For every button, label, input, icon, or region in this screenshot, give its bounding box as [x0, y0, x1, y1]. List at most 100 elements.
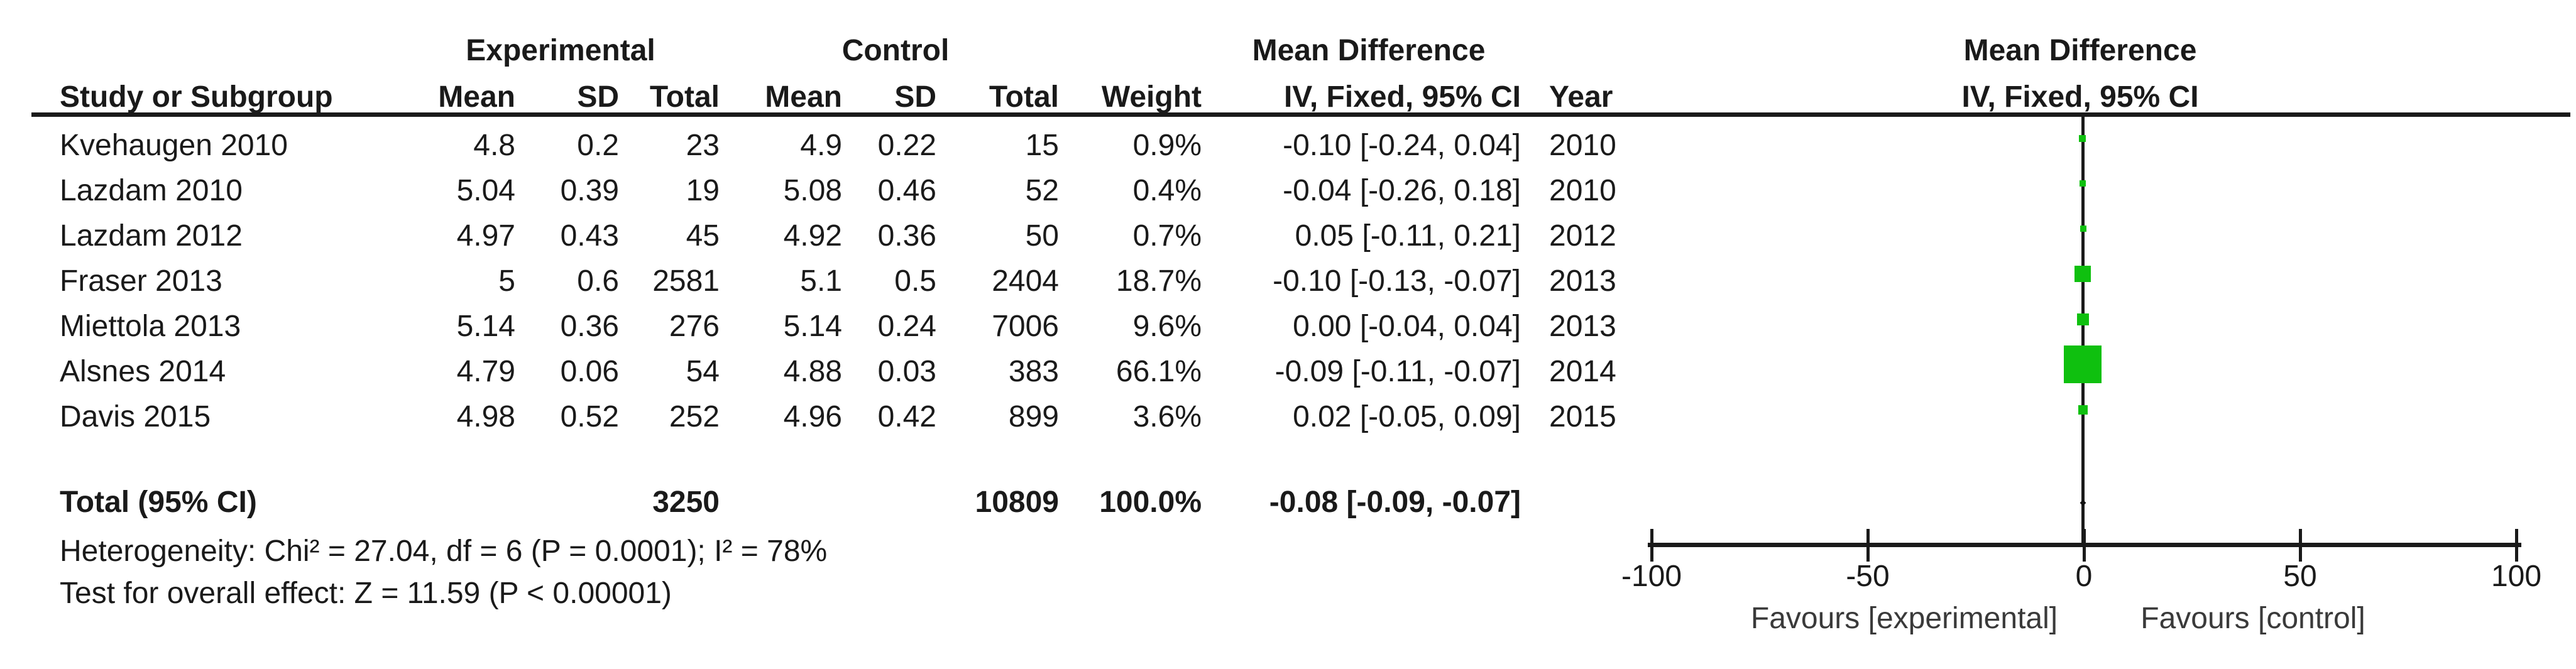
- sd-exp: 0.39: [560, 174, 619, 207]
- mean-exp: 5: [498, 264, 515, 298]
- x-axis-tick: [2515, 529, 2518, 562]
- table-row: Miettola 2013 5.14 0.36 276 5.14 0.24 70…: [0, 304, 1735, 349]
- col-header-ci: IV, Fixed, 95% CI: [1283, 80, 1521, 114]
- sd-ctl: 0.36: [877, 219, 936, 253]
- forest-square: [2077, 313, 2089, 325]
- group-header-control: Control: [841, 34, 950, 67]
- header-rule: [31, 112, 2570, 117]
- forest-square: [2063, 345, 2102, 383]
- x-tick-label: -100: [1621, 560, 1682, 593]
- col-header-year: Year: [1549, 80, 1613, 114]
- total-weight: 100.0%: [1099, 486, 1202, 519]
- total-exp: 19: [686, 174, 720, 207]
- total-label: Total (95% CI): [60, 486, 257, 519]
- total-exp: 276: [669, 310, 720, 343]
- study-label: Fraser 2013: [60, 264, 222, 298]
- group-header-mean-difference: Mean Difference: [1252, 34, 1486, 67]
- sd-exp: 0.6: [577, 264, 619, 298]
- forest-square: [2074, 266, 2091, 282]
- forest-square: [2079, 134, 2086, 142]
- ci-text: -0.04 [-0.26, 0.18]: [1283, 174, 1521, 207]
- mean-exp: 4.8: [473, 129, 515, 162]
- x-axis-tick: [1866, 529, 1870, 562]
- weight: 66.1%: [1115, 355, 1202, 388]
- total-exp: 2581: [652, 264, 720, 298]
- total-row: Total (95% CI) 3250 10809 100.0% -0.08 […: [0, 480, 1735, 525]
- forest-square: [2078, 405, 2088, 415]
- col-header-total-ctl: Total: [989, 80, 1059, 114]
- group-header-experimental: Experimental: [466, 34, 655, 67]
- sd-ctl: 0.42: [877, 400, 936, 433]
- ci-text: -0.10 [-0.24, 0.04]: [1283, 129, 1521, 162]
- mean-exp: 5.14: [456, 310, 515, 343]
- table-row: Alsnes 2014 4.79 0.06 54 4.88 0.03 383 6…: [0, 349, 1735, 394]
- column-header-row: Study or Subgroup Mean SD Total Mean SD …: [0, 75, 1735, 120]
- mean-ctl: 4.88: [783, 355, 842, 388]
- total-ctl: 7006: [992, 310, 1059, 343]
- total-exp: 54: [686, 355, 720, 388]
- overall-effect-text: Test for overall effect: Z = 11.59 (P < …: [60, 577, 672, 610]
- study-label: Lazdam 2012: [60, 219, 243, 253]
- sd-ctl: 0.46: [877, 174, 936, 207]
- x-tick-label: -50: [1846, 560, 1890, 593]
- sd-ctl: 0.5: [894, 264, 936, 298]
- weight: 18.7%: [1115, 264, 1202, 298]
- col-header-weight: Weight: [1101, 80, 1202, 114]
- x-axis-tick: [2083, 529, 2086, 562]
- plot-header-mean-difference: Mean Difference: [1963, 34, 2197, 67]
- mean-ctl: 4.9: [800, 129, 842, 162]
- sd-exp: 0.36: [560, 310, 619, 343]
- ci-text: -0.10 [-0.13, -0.07]: [1273, 264, 1521, 298]
- sd-exp: 0.06: [560, 355, 619, 388]
- year: 2010: [1549, 174, 1616, 207]
- total-ctl-sum: 10809: [975, 486, 1059, 519]
- mean-ctl: 5.14: [783, 310, 842, 343]
- mean-exp: 5.04: [456, 174, 515, 207]
- weight: 3.6%: [1132, 400, 1202, 433]
- study-label: Davis 2015: [60, 400, 211, 433]
- x-tick-label: 50: [2283, 560, 2317, 593]
- total-ctl: 52: [1025, 174, 1059, 207]
- table-row: Lazdam 2010 5.04 0.39 19 5.08 0.46 52 0.…: [0, 168, 1735, 214]
- table-row: Lazdam 2012 4.97 0.43 45 4.92 0.36 50 0.…: [0, 214, 1735, 259]
- table-row: Kvehaugen 2010 4.8 0.2 23 4.9 0.22 15 0.…: [0, 123, 1735, 168]
- year: 2014: [1549, 355, 1616, 388]
- total-exp-sum: 3250: [652, 486, 720, 519]
- sd-ctl: 0.22: [877, 129, 936, 162]
- favours-control-label: Favours [control]: [2140, 602, 2365, 635]
- total-ctl: 2404: [992, 264, 1059, 298]
- weight: 0.9%: [1132, 129, 1202, 162]
- weight: 0.7%: [1132, 219, 1202, 253]
- weight: 9.6%: [1132, 310, 1202, 343]
- x-tick-label: 100: [2491, 560, 2542, 593]
- table-row: Davis 2015 4.98 0.52 252 4.96 0.42 899 3…: [0, 394, 1735, 440]
- ci-text: 0.00 [-0.04, 0.04]: [1293, 310, 1521, 343]
- year: 2010: [1549, 129, 1616, 162]
- heterogeneity-text: Heterogeneity: Chi² = 27.04, df = 6 (P =…: [60, 535, 828, 568]
- col-header-mean-exp: Mean: [438, 80, 515, 114]
- plot-header-ci: IV, Fixed, 95% CI: [1961, 80, 2199, 114]
- study-label: Lazdam 2010: [60, 174, 243, 207]
- total-ctl: 383: [1008, 355, 1059, 388]
- total-ctl: 50: [1025, 219, 1059, 253]
- sd-ctl: 0.03: [877, 355, 936, 388]
- col-header-study: Study or Subgroup: [60, 80, 333, 114]
- weight: 0.4%: [1132, 174, 1202, 207]
- col-header-sd-exp: SD: [577, 80, 619, 114]
- mean-ctl: 4.92: [783, 219, 842, 253]
- col-header-sd-ctl: SD: [894, 80, 936, 114]
- sd-exp: 0.2: [577, 129, 619, 162]
- mean-ctl: 5.08: [783, 174, 842, 207]
- total-exp: 252: [669, 400, 720, 433]
- forest-square: [2080, 226, 2086, 232]
- mean-ctl: 4.96: [783, 400, 842, 433]
- ci-text: 0.02 [-0.05, 0.09]: [1293, 400, 1521, 433]
- col-header-mean-ctl: Mean: [765, 80, 842, 114]
- x-axis-tick: [2299, 529, 2302, 562]
- table-row: Fraser 2013 5 0.6 2581 5.1 0.5 2404 18.7…: [0, 259, 1735, 304]
- x-tick-label: 0: [2075, 560, 2093, 593]
- mean-ctl: 5.1: [800, 264, 842, 298]
- mean-exp: 4.98: [456, 400, 515, 433]
- total-exp: 45: [686, 219, 720, 253]
- year: 2013: [1549, 264, 1616, 298]
